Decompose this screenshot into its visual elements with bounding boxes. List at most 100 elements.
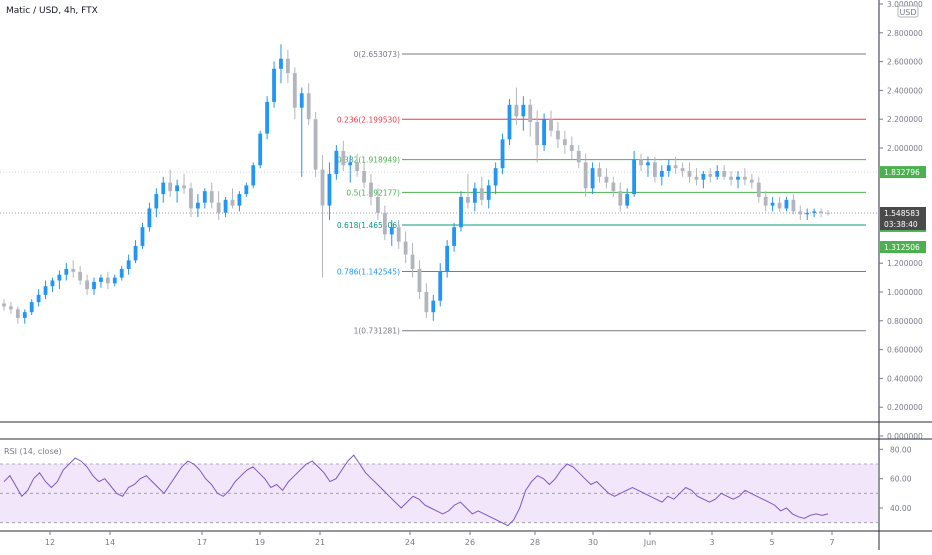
candle-body [535,122,540,146]
candle-body [466,196,470,203]
candle-body [161,182,166,195]
fib-level-label: 0.5(1.692177) [346,188,400,197]
time-tick-label: 17 [197,538,207,547]
price-badge-label: 1.832796 [884,168,920,177]
candle-body [507,104,512,140]
candle-body [64,268,69,275]
candle-body [299,93,304,108]
currency-badge[interactable] [897,5,919,18]
candle-body [459,196,463,228]
candle-body [99,277,103,282]
candle-body [479,188,484,200]
candle-body [521,104,526,117]
candle-body [701,173,706,180]
candle-body [92,281,96,290]
candle-body [680,168,685,172]
candle-body [486,185,491,200]
candle-body [189,188,193,209]
price-badge [880,240,926,253]
candle-body [743,176,747,180]
time-tick-label: 19 [255,538,265,547]
rsi-line [3,454,829,527]
candle-body [777,202,782,209]
candle-body [320,169,325,206]
candle-body [431,300,436,313]
candle-body [376,196,380,213]
fib-level-label: 0.618(1.465406) [337,221,400,230]
candle-body [583,162,588,189]
candle-body [327,173,332,206]
candle-body [715,171,720,177]
countdown-badge [880,219,926,231]
candle-body [230,199,235,206]
candle-body [168,182,173,192]
candle-body [770,202,775,206]
time-tick-label: 26 [465,538,475,547]
candle-body [382,212,387,235]
time-tick-label: 14 [105,538,115,547]
candle-body [569,145,574,151]
candle-body [729,176,733,180]
candle-body [417,268,422,292]
candlestick-series [2,44,830,324]
candle-body [29,302,34,313]
price-badge [880,166,926,179]
grid-layer [0,171,878,214]
fib-level-label: 1(0.731281) [354,327,400,336]
candle-body [673,165,678,169]
candle-body [646,162,650,166]
candle-body [722,171,727,177]
candle-body [292,73,297,108]
rsi-tick-label: 60.00 [890,475,912,484]
candle-body [341,150,346,166]
candle-body [708,173,713,177]
candle-body [348,162,353,166]
candle-body [223,199,228,213]
time-tick-label: 28 [530,538,540,547]
price-tick-label: 2.400000 [887,86,923,95]
price-badge-label: 1.548583 [884,209,920,218]
candle-body [791,199,796,212]
fib-level-label: 0.786(1.142545) [337,267,400,276]
candle-body [209,191,214,203]
candle-body [805,212,810,215]
candle-body [542,119,547,146]
candle-body [500,139,505,169]
candle-body [195,202,200,209]
candle-body [826,212,830,214]
price-badge-label: 1.312506 [884,243,920,252]
candle-body [147,208,152,228]
candle-body [472,188,477,203]
candle-body [306,93,311,120]
candle-body [36,294,41,303]
candle-body [71,268,76,272]
candle-body [15,309,20,318]
candle-body [452,227,456,246]
candle-body [625,194,630,206]
time-tick-label: 5 [769,538,774,547]
rsi-label: RSI (14, close) [4,447,62,456]
candle-body [112,277,117,284]
candle-body [493,168,498,186]
candle-body [514,104,519,117]
fib-level-label: 0(2.653073) [354,50,400,59]
candle-body [154,194,159,209]
candle-body [659,171,664,177]
candle-body [43,286,48,295]
candle-body [597,168,602,177]
candle-body [50,280,55,287]
price-tick-label: 1.000000 [887,288,923,297]
candle-body [258,133,263,166]
time-tick-label: 30 [588,538,598,547]
time-tick-label: 3 [709,538,714,547]
candle-body [105,277,110,284]
time-tick-label: 7 [829,538,834,547]
rsi-tick-label: 80.00 [890,445,912,454]
candle-body [362,171,366,183]
candle-body [424,292,429,313]
candle-body [749,179,754,183]
candle-body [403,241,408,255]
